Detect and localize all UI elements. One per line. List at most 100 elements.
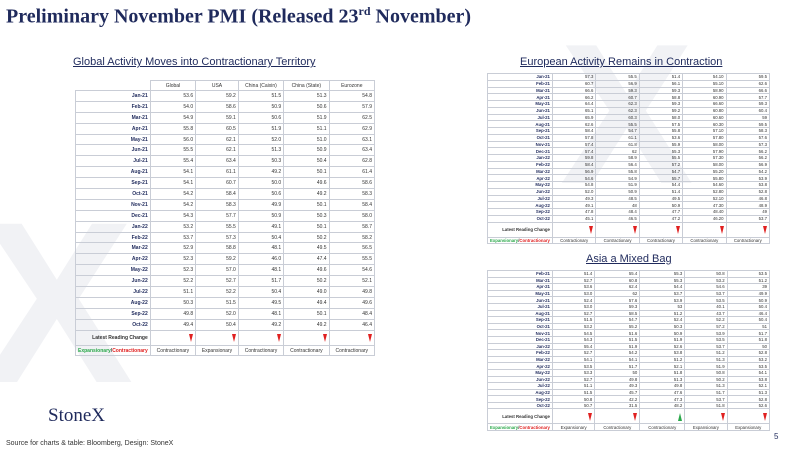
pmi-value: 57.5 [638,120,684,128]
pmi-value: 57.7 [195,209,239,222]
row-date: Oct-21 [75,188,151,200]
pmi-value: 59.3 [594,302,641,311]
pmi-value: 60.7 [595,93,640,101]
pmi-value: 50.1 [283,307,330,320]
pmi-value: 63.1 [328,133,376,146]
table-row: Nov-21 54.2 58.3 49.9 50.1 58.4 [75,198,376,211]
row-date: Feb-21 [75,100,151,113]
pmi-value: 52.0 [551,187,597,196]
pmi-value: 50.8 [551,395,596,403]
status-cell: Contractionary [595,236,640,245]
reading-change-row: Latest Reading Change [487,221,771,237]
table-row: Jun-21 55.5 62.1 51.3 50.9 63.4 [75,144,376,157]
pmi-value: 58.6 [195,100,239,113]
table-row: May-22 52.3 57.0 48.1 49.6 54.6 [75,264,376,277]
pmi-value: 55.8 [595,167,640,176]
legend-contractionary: Contractionary [519,237,550,243]
pmi-value: 49 [725,208,771,216]
pmi-value: 50.9 [595,187,640,196]
pmi-value: 48.40 [682,208,727,216]
table-row: Jul-21 53.0 59.3 53 40.1 50.4 [487,302,771,311]
row-date: Apr-22 [487,362,553,370]
arrow-down-icon [720,412,725,421]
pmi-value: 53.7 [684,395,728,403]
row-date: May-22 [487,368,553,377]
pmi-value: 40.1 [684,302,728,311]
arrow-down-icon [632,226,637,234]
status-cell: Contractionary [551,236,597,245]
pmi-value: 54.7 [595,127,640,135]
table-row: Jan-22 53.2 55.5 49.1 50.1 58.7 [75,220,376,233]
pmi-value: 53 [639,302,686,311]
table-row: Jul-22 49.3 48.5 49.5 52.10 46.8 [487,194,771,203]
pmi-value: 50.2 [684,375,728,384]
pmi-value: 51.8 [726,335,771,344]
pmi-value: 59.3 [595,86,640,95]
pmi-value: 51.0 [283,133,330,146]
pmi-value: 55.5 [595,120,640,128]
pmi-value: 58.00 [682,140,727,149]
table-row: Jun-21 52.4 57.6 53.9 53.5 50.9 [487,296,771,304]
pmi-value: 49.1 [237,220,285,233]
pmi-value: 53.7 [725,214,771,223]
legend-contractionary: Contractionary [112,347,148,354]
pmi-value: 53.7 [639,289,686,298]
pmi-value: 55.20 [682,167,727,176]
arrow-cell [237,329,285,346]
table-row: Feb-21 60.7 56.9 56.1 55.10 62.6 [487,79,771,88]
pmi-value: 53.2 [726,355,771,364]
table-row: Sep-21 54.1 60.7 50.0 49.6 58.6 [75,177,376,190]
pmi-value: 49.2 [283,318,330,331]
pmi-value: 55.4 [551,342,596,351]
arrow-cell [149,329,197,346]
pmi-value: 52.3 [149,264,197,277]
asia-section-title: Asia a Mixed Bag [586,253,672,265]
pmi-value: 55.4 [149,155,197,168]
pmi-value: 60.60 [682,113,727,122]
pmi-value: 61.4 [328,166,376,179]
pmi-value: 50.6 [283,100,330,113]
pmi-value: 46.20 [682,214,727,223]
pmi-value: 58.4 [195,188,239,200]
pmi-value: 31.5 [594,401,641,410]
pmi-value: 58.0 [638,113,684,122]
pmi-value: 49.2 [283,188,330,200]
row-date: Feb-21 [487,79,553,88]
pmi-value: 50.7 [551,401,596,410]
pmi-value: 58.4 [328,198,376,211]
pmi-value: 54.6 [328,264,376,277]
pmi-value: 53.7 [684,342,728,351]
pmi-value: 49.2 [237,318,285,331]
pmi-value: 48.1 [237,242,285,255]
status-cell: Contractionary [237,344,285,357]
row-date: Jun-22 [487,375,553,384]
pmi-value: 46.4 [726,309,771,318]
pmi-value: 50.1 [283,198,330,211]
pmi-value: 54.8 [551,181,597,189]
row-date: Jul-21 [487,113,553,122]
status-row: Expansionary/Contractionary Contractionar… [487,236,771,245]
table-row: Apr-22 54.6 54.9 55.7 55.80 53.9 [487,174,771,182]
pmi-value: 54.6 [551,174,597,182]
pmi-value: 59.5 [725,73,771,81]
pmi-value: 61.1 [195,166,239,179]
pmi-value: 66.6 [551,86,597,95]
row-date: May-21 [487,289,553,298]
pmi-value: 48.9 [725,201,771,209]
row-date: Aug-22 [75,296,151,309]
arrow-cell [726,408,771,424]
pmi-value: 51.9 [639,335,686,344]
pmi-value: 50.0 [237,177,285,190]
pmi-value: 51.5 [551,388,596,397]
table-row: Jul-21 55.4 63.4 50.3 50.4 62.8 [75,155,376,168]
table-row: Jun-22 52.0 50.9 51.4 52.80 52.8 [487,187,771,196]
status-cell: Contractionary [638,236,684,245]
table-row: Jun-22 52.7 49.8 51.3 50.2 53.8 [487,375,771,384]
pmi-value: 53.5 [684,296,728,304]
pmi-value: 53.2 [684,276,728,285]
arrow-cell [551,221,597,237]
pmi-value: 55.5 [595,73,640,81]
pmi-value: 48.5 [595,194,640,203]
pmi-value: 56.9 [595,79,640,88]
reading-change-label: Latest Reading Change [487,221,553,237]
